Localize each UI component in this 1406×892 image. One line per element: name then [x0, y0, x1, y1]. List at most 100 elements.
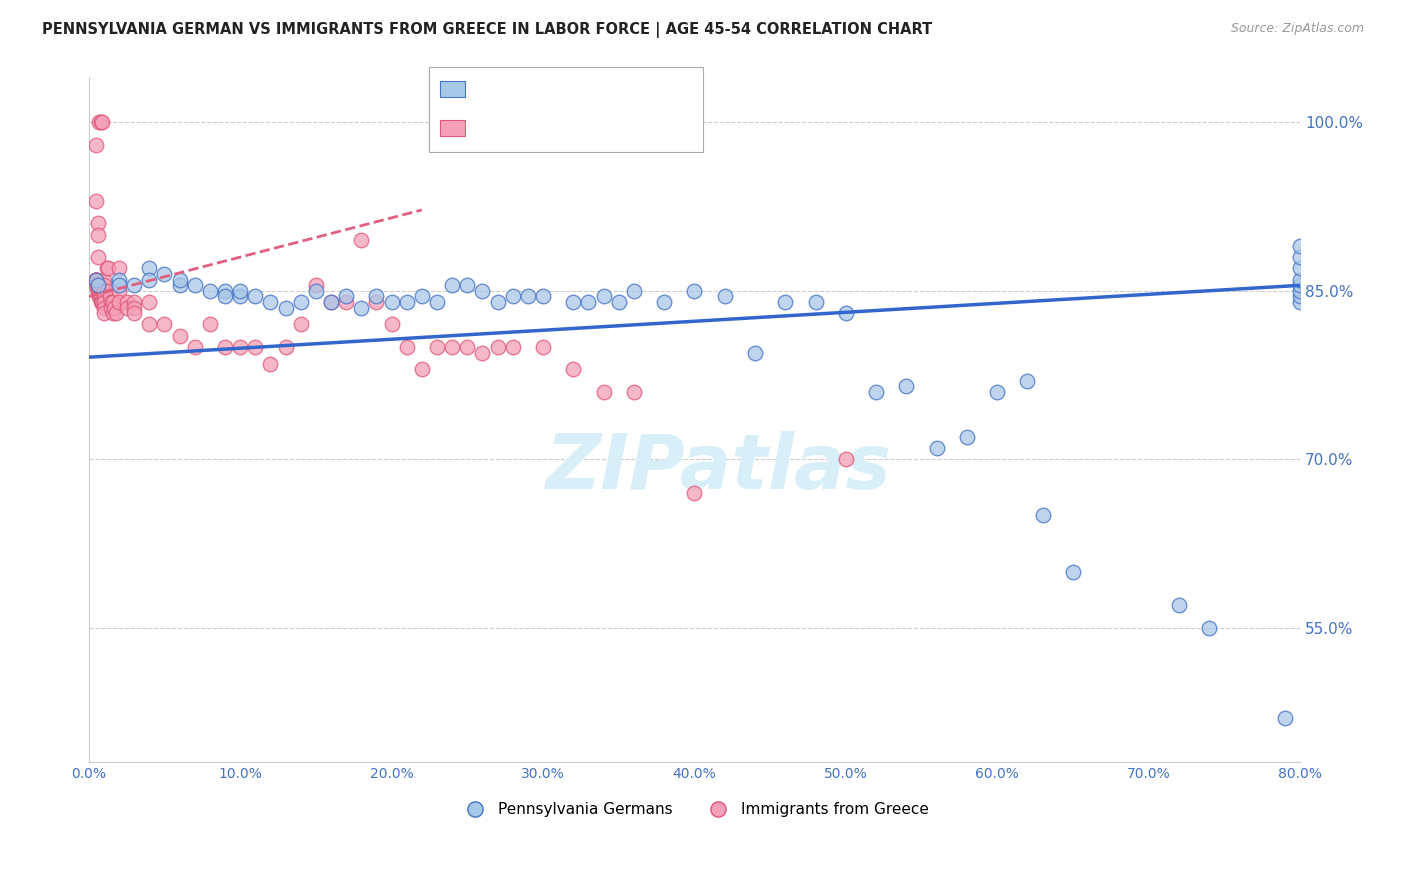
Point	[138, 318, 160, 332]
Point	[1032, 508, 1054, 523]
Point	[380, 295, 402, 310]
Point	[305, 278, 328, 293]
Point	[229, 289, 252, 303]
Point	[214, 284, 236, 298]
Point	[115, 295, 138, 310]
Point	[122, 306, 145, 320]
Point	[84, 272, 107, 286]
Point	[183, 278, 205, 293]
Point	[744, 345, 766, 359]
Point	[531, 289, 554, 303]
Point	[84, 272, 107, 286]
Point	[101, 295, 124, 310]
Point	[89, 284, 111, 298]
Point	[986, 384, 1008, 399]
Point	[93, 289, 115, 303]
Point	[89, 289, 111, 303]
Legend: Pennsylvania Germans, Immigrants from Greece: Pennsylvania Germans, Immigrants from Gr…	[454, 796, 935, 823]
Point	[274, 301, 297, 315]
Point	[84, 272, 107, 286]
Point	[502, 289, 524, 303]
Point	[652, 295, 675, 310]
Point	[1289, 261, 1312, 276]
Point	[319, 295, 342, 310]
Point	[87, 284, 110, 298]
Point	[259, 295, 281, 310]
Point	[683, 486, 706, 500]
Point	[1289, 295, 1312, 310]
Point	[169, 272, 191, 286]
Point	[456, 340, 478, 354]
Point	[1289, 289, 1312, 303]
Point	[804, 295, 827, 310]
Point	[153, 318, 176, 332]
Point	[531, 340, 554, 354]
Point	[87, 227, 110, 242]
Point	[865, 384, 887, 399]
Point	[471, 284, 494, 298]
Point	[229, 340, 252, 354]
Point	[380, 318, 402, 332]
Point	[104, 306, 127, 320]
Point	[562, 362, 585, 376]
Point	[90, 289, 112, 303]
Point	[198, 284, 221, 298]
Point	[93, 272, 115, 286]
Point	[96, 284, 118, 298]
Point	[87, 216, 110, 230]
Point	[138, 261, 160, 276]
Point	[366, 295, 388, 310]
Point	[562, 295, 585, 310]
Point	[122, 295, 145, 310]
Point	[169, 278, 191, 293]
Point	[835, 452, 858, 467]
Point	[93, 306, 115, 320]
Point	[108, 272, 131, 286]
Point	[456, 278, 478, 293]
Point	[108, 261, 131, 276]
Point	[411, 289, 433, 303]
Point	[925, 441, 948, 455]
Point	[426, 295, 449, 310]
Point	[214, 289, 236, 303]
Point	[350, 233, 373, 247]
Point	[90, 115, 112, 129]
Point	[98, 289, 121, 303]
Point	[426, 340, 449, 354]
Point	[1062, 565, 1084, 579]
Point	[108, 295, 131, 310]
Point	[335, 289, 357, 303]
Point	[87, 284, 110, 298]
Point	[441, 278, 464, 293]
Point	[502, 340, 524, 354]
Point	[91, 115, 114, 129]
Text: Source: ZipAtlas.com: Source: ZipAtlas.com	[1230, 22, 1364, 36]
Point	[100, 301, 122, 315]
Point	[93, 284, 115, 298]
Point	[274, 340, 297, 354]
Point	[90, 295, 112, 310]
Point	[91, 295, 114, 310]
Point	[623, 384, 645, 399]
Point	[1289, 284, 1312, 298]
Point	[87, 250, 110, 264]
Point	[84, 272, 107, 286]
Point	[471, 345, 494, 359]
Text: R =  0.200   N = 83: R = 0.200 N = 83	[477, 120, 626, 135]
Point	[1289, 250, 1312, 264]
Point	[101, 306, 124, 320]
Point	[486, 340, 509, 354]
Point	[259, 357, 281, 371]
Point	[1167, 599, 1189, 613]
Point	[350, 301, 373, 315]
Point	[290, 318, 312, 332]
Point	[1017, 374, 1039, 388]
Point	[319, 295, 342, 310]
Point	[87, 278, 110, 293]
Point	[576, 295, 599, 310]
Point	[100, 295, 122, 310]
Point	[245, 289, 267, 303]
Point	[896, 379, 918, 393]
Point	[93, 278, 115, 293]
Point	[108, 278, 131, 293]
